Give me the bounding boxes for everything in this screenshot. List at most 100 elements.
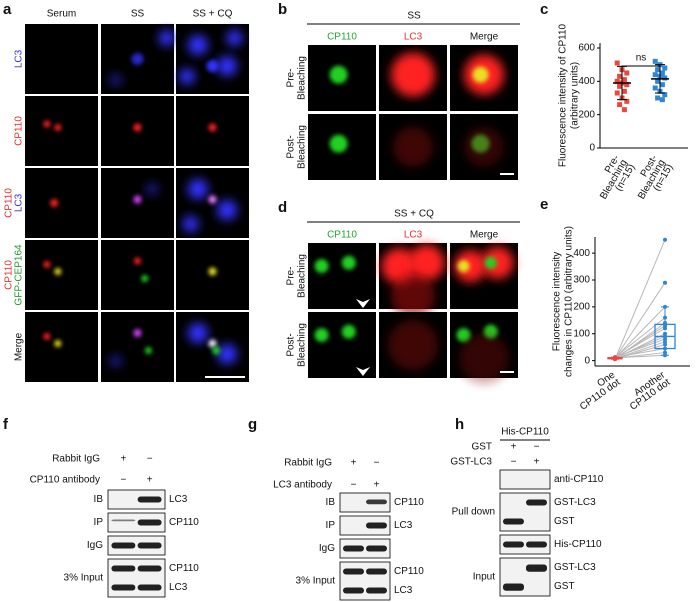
band xyxy=(343,568,364,575)
data-point xyxy=(617,73,623,79)
y-tick-label: 0 xyxy=(589,143,595,154)
band xyxy=(111,519,136,522)
data-point xyxy=(652,58,658,64)
column-header: CP110 xyxy=(327,32,357,43)
group-label: IB xyxy=(94,494,104,505)
data-point xyxy=(663,304,667,309)
signal xyxy=(54,124,62,131)
data-point xyxy=(662,65,668,71)
signal xyxy=(217,56,238,76)
band xyxy=(526,564,547,572)
panel-letter: f xyxy=(3,416,9,433)
band xyxy=(137,565,162,572)
pair-line xyxy=(614,354,666,359)
signal xyxy=(481,246,514,279)
blot-frame xyxy=(107,489,166,510)
condition-label: SS + CQ xyxy=(394,209,434,220)
treatment-label: CP110 antibody xyxy=(30,475,100,486)
y-axis-label: Fluorescence intensity of CP110 xyxy=(558,23,569,167)
signal xyxy=(457,260,470,273)
signal xyxy=(226,30,243,46)
signal xyxy=(144,347,152,354)
signal xyxy=(329,65,348,84)
y-tick-label: 200 xyxy=(573,302,590,313)
data-point xyxy=(659,82,665,88)
band-label: CP110 xyxy=(394,497,424,508)
micrograph xyxy=(25,168,98,238)
band xyxy=(503,541,524,548)
band-label: LC3 xyxy=(394,520,413,531)
treatment-label: Rabbit IgG xyxy=(52,454,100,465)
signal xyxy=(208,339,217,348)
panel-letter: a xyxy=(3,1,12,18)
pair-line xyxy=(614,306,666,359)
pair-line xyxy=(614,327,666,359)
signal xyxy=(391,52,435,97)
signal xyxy=(141,275,149,282)
blot-frame xyxy=(499,492,551,532)
data-point xyxy=(652,85,658,91)
group-label: 3% Input xyxy=(296,576,336,587)
signal xyxy=(408,244,445,281)
signal xyxy=(146,183,159,195)
signal xyxy=(329,134,348,153)
micrograph xyxy=(308,243,376,309)
blot-frame xyxy=(499,469,551,490)
band xyxy=(111,542,136,549)
column-header: Serum xyxy=(47,9,76,20)
signal xyxy=(212,346,221,355)
data-point xyxy=(624,70,630,76)
treatment-label: GST-LC3 xyxy=(450,457,492,468)
blot-frame xyxy=(339,492,391,513)
treatment-sign: + xyxy=(351,458,357,469)
signal xyxy=(109,355,122,367)
band-label: anti-CP110 xyxy=(554,474,604,485)
signal xyxy=(393,127,433,167)
band xyxy=(366,499,387,505)
signal xyxy=(178,68,195,85)
column-header: LC3 xyxy=(404,230,423,241)
row-label: Post- xyxy=(286,135,297,158)
arrowhead xyxy=(356,299,370,308)
band xyxy=(366,545,387,552)
treatment-sign: − xyxy=(351,480,357,491)
signal xyxy=(133,123,142,132)
band-label: CP110 xyxy=(169,563,199,574)
row-label: CP110 xyxy=(4,260,15,290)
data-point xyxy=(621,77,627,83)
signal xyxy=(208,123,217,132)
row-label: CP110 xyxy=(4,188,15,218)
signal xyxy=(472,66,489,83)
panel-letter: d xyxy=(278,199,287,216)
band xyxy=(343,587,364,594)
column-header: Merge xyxy=(470,32,499,43)
signal xyxy=(341,324,356,339)
micrograph xyxy=(25,96,98,166)
group-label: IB xyxy=(326,497,336,508)
data-point xyxy=(655,67,661,73)
data-point xyxy=(663,280,667,285)
y-tick-label: 100 xyxy=(573,328,590,339)
y-tick-label: 400 xyxy=(573,248,590,259)
row-label: Merge xyxy=(14,332,25,361)
band xyxy=(111,584,136,591)
signal xyxy=(217,200,238,220)
group-label: Input xyxy=(473,572,495,583)
data-point xyxy=(624,82,630,88)
data-point xyxy=(624,98,630,104)
treatment-sign: − xyxy=(374,458,380,469)
band xyxy=(526,541,547,548)
signal xyxy=(43,120,51,128)
pair-line xyxy=(614,239,666,360)
band xyxy=(366,587,387,594)
row-label: Post- xyxy=(286,333,297,356)
blot-frame xyxy=(107,558,166,598)
row-label: Bleaching xyxy=(297,125,308,169)
group-label: Pull down xyxy=(452,507,495,518)
band xyxy=(137,542,162,549)
y-axis-label: (arbitrary units) xyxy=(570,62,581,129)
treatment-sign: − xyxy=(511,457,517,468)
signal xyxy=(208,267,217,276)
band xyxy=(366,568,387,575)
